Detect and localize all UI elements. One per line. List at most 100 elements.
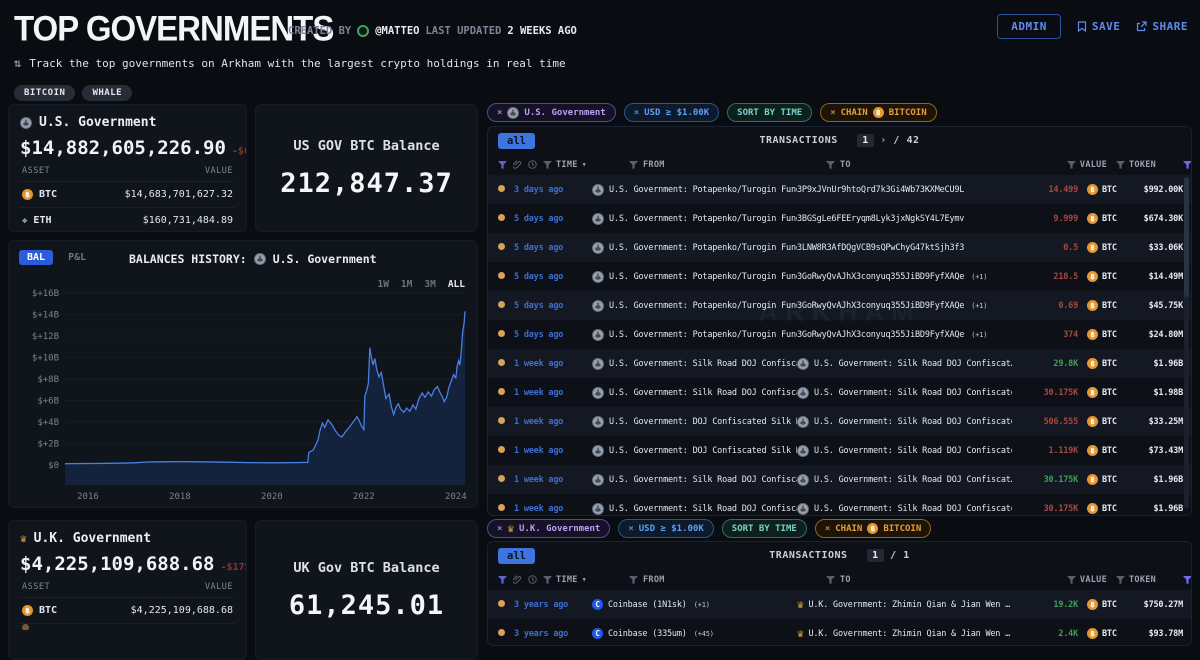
tx-from[interactable]: U.S. Government: Potapenko/Turogin Funds… xyxy=(592,270,797,283)
close-icon[interactable]: × xyxy=(824,523,831,534)
tx-time-link[interactable]: 1 week ago xyxy=(514,445,564,456)
tx-to[interactable]: ♛ U.K. Government: Zhimin Qian & Jian Wen… xyxy=(797,599,1012,610)
filter-funnel-icon[interactable] xyxy=(629,575,638,584)
tx-from[interactable]: U.S. Government: Potapenko/Turogin Funds… xyxy=(592,241,797,254)
tx-from[interactable]: U.S. Government: Potapenko/Turogin Funds… xyxy=(592,328,797,341)
tab-all[interactable]: all xyxy=(498,132,535,149)
tx-to[interactable]: U.S. Government: Silk Road DOJ Confiscat… xyxy=(797,502,1012,515)
col-time[interactable]: TIME ▾ xyxy=(543,160,629,170)
tx-row[interactable]: 1 week ago U.S. Government: DOJ Confiscat… xyxy=(488,407,1191,436)
tx-time-link[interactable]: 5 days ago xyxy=(514,300,564,311)
uk-government-card[interactable]: ♛ U.K. Government $4,225,109,688.68-$175… xyxy=(8,520,247,660)
filter-funnel-icon[interactable] xyxy=(1116,575,1125,584)
tx-from[interactable]: U.S. Government: Silk Road DOJ Confiscat… xyxy=(592,502,797,515)
filter-funnel-icon[interactable] xyxy=(1182,160,1191,169)
tx-to[interactable]: ♛ U.K. Government: Zhimin Qian & Jian Wen… xyxy=(797,628,1012,639)
tx-time-link[interactable]: 3 days ago xyxy=(514,184,564,195)
close-icon[interactable]: × xyxy=(628,523,634,534)
close-icon[interactable]: × xyxy=(497,523,503,534)
filter-pill-u-k-government[interactable]: × ♛ U.K. Government xyxy=(487,519,611,538)
asset-row[interactable]: ◆ ETH $160,731,484.89 xyxy=(20,208,235,231)
tx-time-link[interactable]: 1 week ago xyxy=(514,474,564,485)
filter-pill-bitcoin[interactable]: × CHAIN ฿ BITCOIN xyxy=(814,519,932,538)
tx-time-link[interactable]: 1 week ago xyxy=(514,503,564,514)
tx-from[interactable]: U.S. Government: Silk Road DOJ Confiscat… xyxy=(592,386,797,399)
tx-to[interactable]: U.S. Government: Silk Road DOJ Confiscat… xyxy=(797,415,1012,428)
tx-time-link[interactable]: 5 days ago xyxy=(514,213,564,224)
tx-time-link[interactable]: 1 week ago xyxy=(514,358,564,369)
col-from[interactable]: FROM xyxy=(629,575,826,585)
tx-to[interactable]: 3GoRwyQvAJhX3conyuq355JiBD9FyfXAQe (+1) xyxy=(797,272,1012,282)
clock-icon[interactable] xyxy=(528,575,537,584)
col-value[interactable]: VALUE xyxy=(1041,160,1107,170)
close-icon[interactable]: × xyxy=(830,107,836,118)
col-time[interactable]: TIME ▾ xyxy=(543,575,629,585)
col-usd[interactable]: USD xyxy=(1150,160,1191,170)
close-icon[interactable]: × xyxy=(497,107,503,118)
range-1w[interactable]: 1W xyxy=(377,279,389,290)
tag-pill[interactable]: BITCOIN xyxy=(14,85,76,101)
tx-time-link[interactable]: 3 years ago xyxy=(514,599,569,610)
filter-pill-usd-1-00k[interactable]: × USD ≥ $1.00K xyxy=(623,103,720,122)
asset-row[interactable]: ฿ BTC $14,683,701,627.32 xyxy=(20,182,235,208)
range-1m[interactable]: 1M xyxy=(400,279,413,290)
filter-funnel-icon[interactable] xyxy=(498,160,507,169)
tx-to[interactable]: 3LNW8R3AfDQgVCB9sQPwChyG47ktSjh3f3 xyxy=(797,243,1012,253)
tx-from[interactable]: U.S. Government: Silk Road DOJ Confiscat… xyxy=(592,357,797,370)
filter-funnel-icon[interactable] xyxy=(826,575,835,584)
page-number[interactable]: 1 xyxy=(867,549,884,562)
filter-pill-sort-by-time[interactable]: SORT BY TIME xyxy=(721,519,807,538)
tx-from[interactable]: U.S. Government: Silk Road DOJ Confiscat… xyxy=(592,473,797,486)
tx-row[interactable]: 3 days ago U.S. Government: Potapenko/Tur… xyxy=(488,175,1191,204)
col-from[interactable]: FROM xyxy=(629,160,826,170)
tx-from[interactable]: C Coinbase (1N1sk) (+1) xyxy=(592,599,797,610)
tx-row[interactable]: 1 week ago U.S. Government: Silk Road DOJ… xyxy=(488,349,1191,378)
tx-row[interactable]: 5 days ago U.S. Government: Potapenko/Tur… xyxy=(488,204,1191,233)
tx-row[interactable]: 1 week ago U.S. Government: DOJ Confiscat… xyxy=(488,436,1191,465)
tx-from[interactable]: U.S. Government: Potapenko/Turogin Funds… xyxy=(592,299,797,312)
next-page-arrow[interactable]: › xyxy=(880,135,887,146)
balance-history-chart[interactable]: $+16B $+14B $+12B $+10B $+8B $+6B $+4B $+2B $0 20… xyxy=(13,285,475,505)
filter-pill-u-s-government[interactable]: × U.S. Government xyxy=(487,103,616,122)
paperclip-icon[interactable] xyxy=(513,160,522,169)
page-number[interactable]: 1 xyxy=(857,134,874,147)
tx-from[interactable]: C Coinbase (335um) (+45) xyxy=(592,628,797,639)
tx-row[interactable]: 1 week ago U.S. Government: Silk Road DOJ… xyxy=(488,494,1191,515)
col-to[interactable]: TO xyxy=(826,160,1041,170)
tx-row[interactable]: 5 days ago U.S. Government: Potapenko/Tur… xyxy=(488,291,1191,320)
tx-row[interactable]: 1 week ago U.S. Government: Silk Road DOJ… xyxy=(488,378,1191,407)
tx-time-link[interactable]: 1 week ago xyxy=(514,416,564,427)
tab-balance[interactable]: BAL xyxy=(19,250,54,265)
tx-row[interactable]: 3 years ago C Coinbase (1N1sk) (+1) ♛ U.K. Go… xyxy=(488,590,1191,619)
tx-from[interactable]: U.S. Government: DOJ Confiscated Silk Ro… xyxy=(592,415,797,428)
tab-all[interactable]: all xyxy=(498,547,535,564)
tx-to[interactable]: U.S. Government: Silk Road DOJ Confiscat… xyxy=(797,386,1012,399)
filter-pill-sort-by-time[interactable]: SORT BY TIME xyxy=(727,103,813,122)
admin-button[interactable]: ADMIN xyxy=(997,14,1061,39)
tx-from[interactable]: U.S. Government: Potapenko/Turogin Funds… xyxy=(592,212,797,225)
filter-funnel-icon[interactable] xyxy=(1066,160,1076,169)
tx-to[interactable]: 3GoRwyQvAJhX3conyuq355JiBD9FyfXAQe (+1) xyxy=(797,330,1012,340)
col-to[interactable]: TO xyxy=(826,575,1041,585)
entity-name[interactable]: U.K. Government xyxy=(33,531,152,546)
filter-funnel-icon[interactable] xyxy=(1182,575,1191,584)
filter-funnel-icon[interactable] xyxy=(1116,160,1125,169)
filter-funnel-icon[interactable] xyxy=(629,160,638,169)
tx-row[interactable]: 1 week ago U.S. Government: Silk Road DOJ… xyxy=(488,465,1191,494)
author-link[interactable]: @MATTEO xyxy=(375,25,420,37)
filter-pill-bitcoin[interactable]: × CHAIN ฿ BITCOIN xyxy=(820,103,937,122)
tx-time-link[interactable]: 1 week ago xyxy=(514,387,564,398)
col-token[interactable]: TOKEN xyxy=(1107,575,1156,585)
save-button[interactable]: SAVE xyxy=(1077,20,1121,33)
tx-time-link[interactable]: 5 days ago xyxy=(514,271,564,282)
filter-funnel-icon[interactable] xyxy=(826,160,835,169)
table-scrollbar[interactable] xyxy=(1184,177,1189,509)
tx-to[interactable]: U.S. Government: Silk Road DOJ Confiscat… xyxy=(797,444,1012,457)
tx-row[interactable]: 3 years ago C Coinbase (335um) (+45) ♛ U.K. G… xyxy=(488,619,1191,645)
entity-name[interactable]: U.S. Government xyxy=(39,115,157,130)
tab-pnl[interactable]: P&L xyxy=(68,252,87,263)
tx-row[interactable]: 5 days ago U.S. Government: Potapenko/Tur… xyxy=(488,262,1191,291)
tx-to[interactable]: 3P9xJVnUr9htoQrd7k3Gi4Wb73KXMeCU9L xyxy=(797,185,1012,195)
range-3m[interactable]: 3M xyxy=(424,279,436,290)
tag-pill[interactable]: WHALE xyxy=(82,85,133,101)
